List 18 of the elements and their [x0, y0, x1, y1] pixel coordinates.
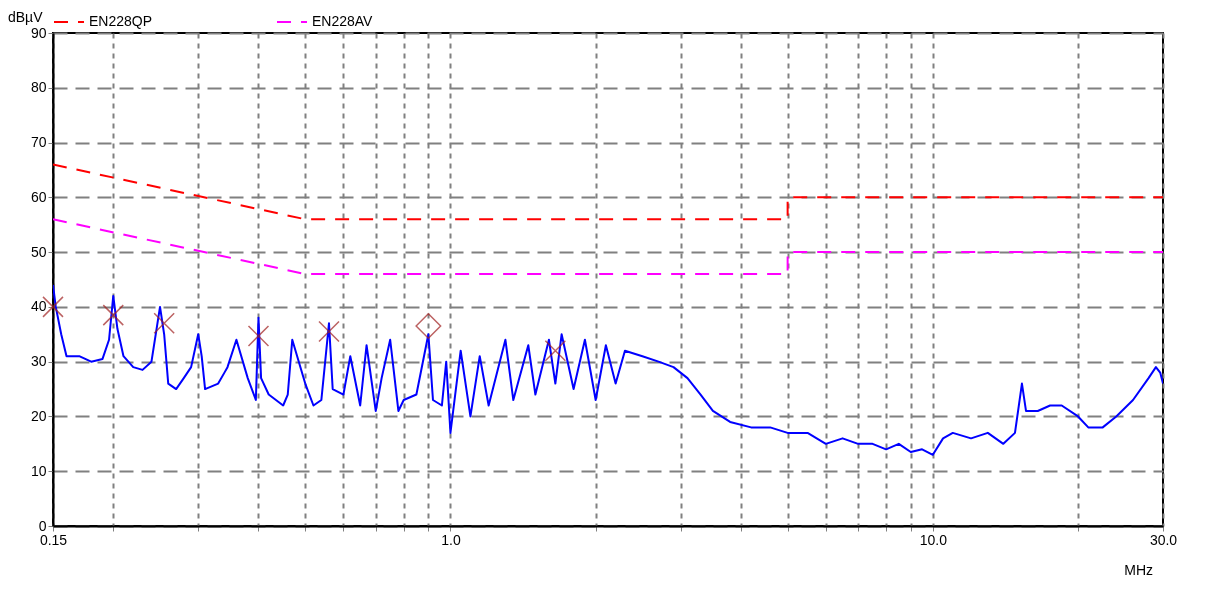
y-tick-label: 50: [30, 243, 47, 260]
x-tick-label: 30.0: [1149, 531, 1178, 548]
y-tick-label: 70: [30, 134, 47, 151]
legend-label: EN228QP: [89, 13, 153, 29]
x-tick-label: 10.0: [919, 531, 948, 548]
y-tick-label: 80: [30, 79, 47, 96]
y-tick-label: 0: [38, 517, 47, 534]
x-tick-label: 0.15: [39, 531, 68, 548]
x-tick-label: 1.0: [441, 531, 461, 548]
y-tick-label: 30: [30, 353, 47, 370]
x-axis-title: MHz: [1124, 562, 1153, 578]
y-tick-label: 20: [30, 407, 47, 424]
legend-label: EN228AV: [312, 13, 374, 29]
y-tick-label: 60: [30, 188, 47, 205]
y-tick-label: 10: [30, 462, 47, 479]
y-axis-title: dBµV: [8, 9, 44, 25]
y-tick-label: 90: [30, 24, 47, 41]
y-tick-label: 40: [30, 298, 47, 315]
